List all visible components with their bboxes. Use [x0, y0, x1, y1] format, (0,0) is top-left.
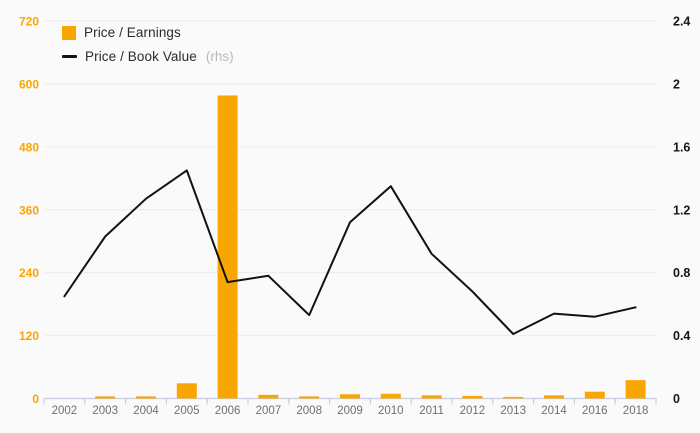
- x-axis-label-2009: 2009: [337, 405, 363, 417]
- bar-2011[interactable]: [421, 395, 442, 399]
- x-axis-label-2014: 2014: [541, 405, 567, 417]
- left-axis-label: 120: [19, 329, 39, 343]
- right-axis-label: 0.8: [673, 266, 690, 280]
- x-axis-label-2018: 2018: [623, 405, 649, 417]
- x-axis-label-2011: 2011: [419, 405, 444, 417]
- left-axis-label: 0: [32, 392, 39, 406]
- x-axis-label-2002: 2002: [52, 405, 78, 417]
- right-axis-label: 2.4: [673, 15, 690, 29]
- x-axis-label-2013: 2013: [500, 405, 526, 417]
- legend-label-price-book-value: Price / Book Value: [85, 49, 197, 64]
- x-axis-label-2003: 2003: [92, 405, 118, 417]
- x-axis-label-2016: 2016: [582, 405, 608, 417]
- x-axis-label-2012: 2012: [460, 405, 486, 417]
- bar-series-swatch-icon: [62, 25, 76, 40]
- line-series-swatch-icon: [62, 55, 77, 58]
- right-axis-label: 0.4: [673, 329, 690, 343]
- x-axis-label-2010: 2010: [378, 405, 404, 417]
- legend-label-price-earnings: Price / Earnings: [84, 25, 181, 40]
- right-axis-label: 2: [673, 77, 680, 91]
- x-axis-label-2008: 2008: [296, 405, 322, 417]
- x-axis-label-2006: 2006: [215, 405, 241, 417]
- bar-2010[interactable]: [380, 393, 401, 399]
- bar-2012[interactable]: [462, 395, 483, 399]
- left-axis-label: 360: [19, 203, 39, 217]
- bar-2009[interactable]: [340, 394, 360, 399]
- right-axis-label: 1.6: [673, 140, 690, 154]
- legend-item-price-book-value[interactable]: Price / Book Value (rhs): [62, 49, 234, 64]
- legend-item-price-earnings[interactable]: Price / Earnings: [62, 25, 234, 40]
- left-axis-label: 480: [19, 140, 39, 154]
- bar-2006[interactable]: [217, 95, 238, 399]
- bar-2014[interactable]: [544, 395, 564, 399]
- bar-2013[interactable]: [503, 396, 524, 399]
- bar-2016[interactable]: [584, 391, 605, 399]
- bar-2018[interactable]: [625, 380, 646, 399]
- x-axis-label-2004: 2004: [133, 405, 159, 417]
- price-book-value-line[interactable]: [63, 169, 637, 335]
- bar-2005[interactable]: [176, 383, 197, 399]
- right-axis-label: 0: [673, 392, 680, 406]
- bar-2003[interactable]: [95, 396, 116, 399]
- left-axis-label: 600: [19, 77, 39, 91]
- bar-2007[interactable]: [258, 394, 279, 399]
- legend: Price / Earnings Price / Book Value (rhs…: [62, 25, 234, 64]
- bar-2008[interactable]: [299, 396, 320, 399]
- right-axis-label: 1.2: [673, 203, 690, 217]
- legend-rhs-note: (rhs): [205, 49, 234, 64]
- x-axis-label-2005: 2005: [174, 405, 200, 417]
- x-axis-label-2007: 2007: [256, 405, 282, 417]
- left-axis-label: 720: [19, 15, 39, 29]
- left-axis-label: 240: [19, 266, 39, 280]
- bar-2004[interactable]: [136, 396, 156, 399]
